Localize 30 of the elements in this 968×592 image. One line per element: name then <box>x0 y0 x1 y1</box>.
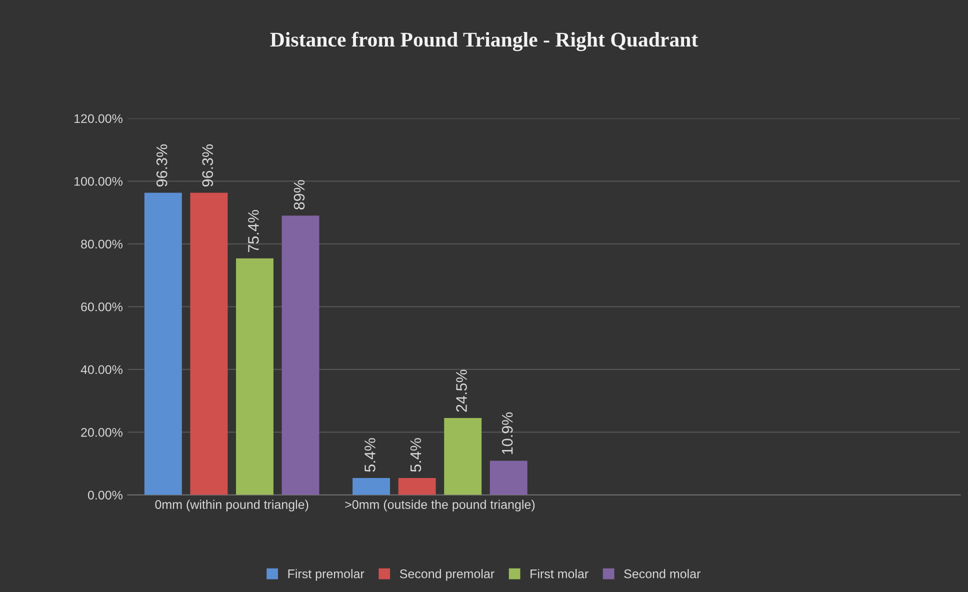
data-label: 75.4% <box>248 210 259 252</box>
y-tick-label: 40.00% <box>80 365 122 374</box>
data-label: 96.3% <box>202 144 214 186</box>
y-tick-label: 0.00% <box>88 490 122 500</box>
data-label: 24.5% <box>456 370 467 412</box>
legend-label: Second molar <box>624 569 701 578</box>
data-label: 10.9% <box>502 412 513 454</box>
legend-label: First premolar <box>288 569 364 581</box>
bar <box>282 216 320 495</box>
data-label: 89% <box>294 180 305 210</box>
data-label: 5.4% <box>364 438 376 472</box>
data-label: 5.4% <box>410 438 422 472</box>
y-tick-label: 60.00% <box>81 302 122 312</box>
bar <box>236 258 274 495</box>
data-label: 96.3% <box>156 144 168 186</box>
x-tick-label: >0mm (outside the pound triangle) <box>345 500 535 512</box>
y-tick-label: 100.00% <box>74 176 122 186</box>
y-tick-label: 20.00% <box>81 428 122 437</box>
y-tick-label: 80.00% <box>81 240 122 249</box>
y-tick-label: 120.00% <box>74 114 122 124</box>
bar <box>352 478 390 495</box>
legend-label: First molar <box>530 569 588 578</box>
bar <box>398 478 436 495</box>
legend-label: Second premolar <box>400 569 494 581</box>
bar <box>490 460 528 495</box>
bar <box>144 192 182 495</box>
bar <box>190 192 228 495</box>
x-tick-label: 0mm (within pound triangle) <box>155 500 308 512</box>
bar <box>444 418 482 495</box>
chart-title: Distance from Pound Triangle - Right Quadrant <box>270 32 698 52</box>
